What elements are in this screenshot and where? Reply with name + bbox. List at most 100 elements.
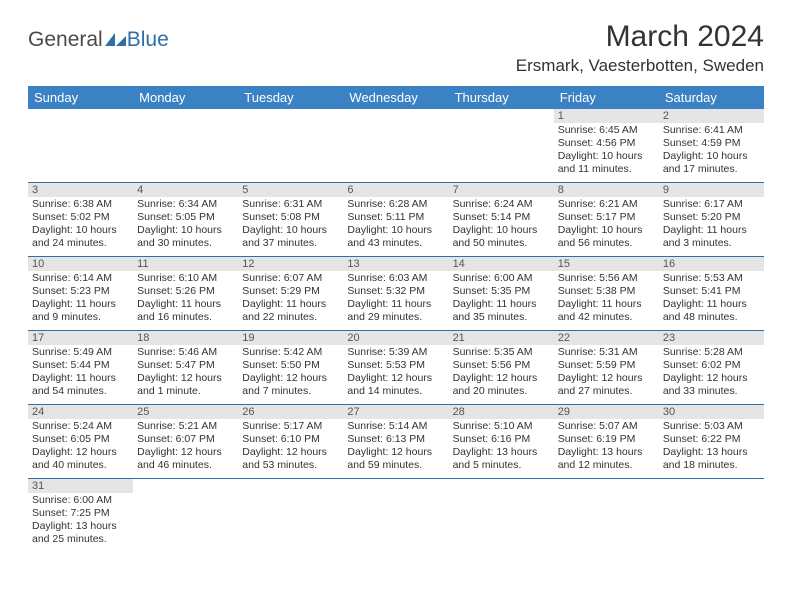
day-number: 27 — [343, 405, 448, 419]
day-info: Sunrise: 5:21 AMSunset: 6:07 PMDaylight:… — [133, 419, 238, 475]
sunrise-text: Sunrise: 6:17 AM — [663, 198, 760, 211]
day-number: 16 — [659, 257, 764, 271]
daylight-text-1: Daylight: 10 hours — [32, 224, 129, 237]
calendar-day-cell: 6Sunrise: 6:28 AMSunset: 5:11 PMDaylight… — [343, 183, 448, 257]
weekday-header-row: SundayMondayTuesdayWednesdayThursdayFrid… — [28, 86, 764, 109]
calendar-day-cell: 3Sunrise: 6:38 AMSunset: 5:02 PMDaylight… — [28, 183, 133, 257]
sunrise-text: Sunrise: 6:10 AM — [137, 272, 234, 285]
day-info: Sunrise: 6:34 AMSunset: 5:05 PMDaylight:… — [133, 197, 238, 253]
daylight-text-1: Daylight: 11 hours — [32, 298, 129, 311]
calendar-day-cell: 14Sunrise: 6:00 AMSunset: 5:35 PMDayligh… — [449, 257, 554, 331]
daylight-text-2: and 1 minute. — [137, 385, 234, 398]
calendar-day-cell — [659, 479, 764, 553]
calendar-table: SundayMondayTuesdayWednesdayThursdayFrid… — [28, 86, 764, 552]
daylight-text-1: Daylight: 13 hours — [453, 446, 550, 459]
calendar-day-cell — [449, 479, 554, 553]
daylight-text-2: and 43 minutes. — [347, 237, 444, 250]
sunrise-text: Sunrise: 6:21 AM — [558, 198, 655, 211]
day-info: Sunrise: 6:31 AMSunset: 5:08 PMDaylight:… — [238, 197, 343, 253]
weekday-header: Saturday — [659, 86, 764, 109]
calendar-day-cell: 31Sunrise: 6:00 AMSunset: 7:25 PMDayligh… — [28, 479, 133, 553]
daylight-text-2: and 29 minutes. — [347, 311, 444, 324]
logo-sail-icon — [105, 33, 127, 47]
sunrise-text: Sunrise: 6:00 AM — [453, 272, 550, 285]
day-info: Sunrise: 5:03 AMSunset: 6:22 PMDaylight:… — [659, 419, 764, 475]
calendar-day-cell: 17Sunrise: 5:49 AMSunset: 5:44 PMDayligh… — [28, 331, 133, 405]
calendar-day-cell — [133, 109, 238, 183]
calendar-day-cell: 30Sunrise: 5:03 AMSunset: 6:22 PMDayligh… — [659, 405, 764, 479]
day-number: 7 — [449, 183, 554, 197]
daylight-text-2: and 50 minutes. — [453, 237, 550, 250]
day-info: Sunrise: 6:17 AMSunset: 5:20 PMDaylight:… — [659, 197, 764, 253]
logo: General Blue — [28, 20, 169, 52]
daylight-text-2: and 30 minutes. — [137, 237, 234, 250]
calendar-day-cell — [343, 479, 448, 553]
daylight-text-2: and 3 minutes. — [663, 237, 760, 250]
calendar-day-cell — [554, 479, 659, 553]
day-info: Sunrise: 5:46 AMSunset: 5:47 PMDaylight:… — [133, 345, 238, 401]
sunrise-text: Sunrise: 5:42 AM — [242, 346, 339, 359]
day-number: 24 — [28, 405, 133, 419]
day-number: 22 — [554, 331, 659, 345]
daylight-text-1: Daylight: 12 hours — [663, 372, 760, 385]
daylight-text-2: and 53 minutes. — [242, 459, 339, 472]
day-info: Sunrise: 6:07 AMSunset: 5:29 PMDaylight:… — [238, 271, 343, 327]
daylight-text-2: and 48 minutes. — [663, 311, 760, 324]
day-info: Sunrise: 5:35 AMSunset: 5:56 PMDaylight:… — [449, 345, 554, 401]
calendar-day-cell: 2Sunrise: 6:41 AMSunset: 4:59 PMDaylight… — [659, 109, 764, 183]
sunrise-text: Sunrise: 5:24 AM — [32, 420, 129, 433]
sunrise-text: Sunrise: 6:31 AM — [242, 198, 339, 211]
day-info: Sunrise: 6:03 AMSunset: 5:32 PMDaylight:… — [343, 271, 448, 327]
calendar-day-cell — [28, 109, 133, 183]
sunset-text: Sunset: 6:22 PM — [663, 433, 760, 446]
sunrise-text: Sunrise: 5:28 AM — [663, 346, 760, 359]
sunset-text: Sunset: 5:32 PM — [347, 285, 444, 298]
day-number: 9 — [659, 183, 764, 197]
calendar-week-row: 10Sunrise: 6:14 AMSunset: 5:23 PMDayligh… — [28, 257, 764, 331]
calendar-day-cell: 12Sunrise: 6:07 AMSunset: 5:29 PMDayligh… — [238, 257, 343, 331]
sunrise-text: Sunrise: 5:21 AM — [137, 420, 234, 433]
daylight-text-1: Daylight: 11 hours — [663, 298, 760, 311]
day-number: 5 — [238, 183, 343, 197]
calendar-day-cell: 13Sunrise: 6:03 AMSunset: 5:32 PMDayligh… — [343, 257, 448, 331]
daylight-text-1: Daylight: 11 hours — [558, 298, 655, 311]
sunset-text: Sunset: 5:23 PM — [32, 285, 129, 298]
sunrise-text: Sunrise: 6:14 AM — [32, 272, 129, 285]
daylight-text-1: Daylight: 10 hours — [558, 224, 655, 237]
sunrise-text: Sunrise: 5:10 AM — [453, 420, 550, 433]
day-number: 25 — [133, 405, 238, 419]
weekday-header: Sunday — [28, 86, 133, 109]
sunset-text: Sunset: 4:59 PM — [663, 137, 760, 150]
sunset-text: Sunset: 5:05 PM — [137, 211, 234, 224]
daylight-text-1: Daylight: 11 hours — [32, 372, 129, 385]
daylight-text-2: and 12 minutes. — [558, 459, 655, 472]
daylight-text-1: Daylight: 10 hours — [137, 224, 234, 237]
day-info: Sunrise: 5:28 AMSunset: 6:02 PMDaylight:… — [659, 345, 764, 401]
calendar-day-cell: 24Sunrise: 5:24 AMSunset: 6:05 PMDayligh… — [28, 405, 133, 479]
daylight-text-1: Daylight: 11 hours — [242, 298, 339, 311]
month-title: March 2024 — [516, 20, 764, 54]
calendar-day-cell: 10Sunrise: 6:14 AMSunset: 5:23 PMDayligh… — [28, 257, 133, 331]
sunset-text: Sunset: 5:59 PM — [558, 359, 655, 372]
calendar-day-cell: 7Sunrise: 6:24 AMSunset: 5:14 PMDaylight… — [449, 183, 554, 257]
day-info: Sunrise: 6:00 AMSunset: 5:35 PMDaylight:… — [449, 271, 554, 327]
sunset-text: Sunset: 5:14 PM — [453, 211, 550, 224]
weekday-header: Tuesday — [238, 86, 343, 109]
sunrise-text: Sunrise: 6:00 AM — [32, 494, 129, 507]
daylight-text-2: and 46 minutes. — [137, 459, 234, 472]
daylight-text-2: and 18 minutes. — [663, 459, 760, 472]
sunrise-text: Sunrise: 6:38 AM — [32, 198, 129, 211]
daylight-text-2: and 24 minutes. — [32, 237, 129, 250]
day-number: 11 — [133, 257, 238, 271]
calendar-day-cell — [343, 109, 448, 183]
sunset-text: Sunset: 5:41 PM — [663, 285, 760, 298]
day-number: 1 — [554, 109, 659, 123]
sunset-text: Sunset: 6:05 PM — [32, 433, 129, 446]
sunrise-text: Sunrise: 6:24 AM — [453, 198, 550, 211]
day-number: 14 — [449, 257, 554, 271]
calendar-day-cell: 5Sunrise: 6:31 AMSunset: 5:08 PMDaylight… — [238, 183, 343, 257]
calendar-day-cell: 28Sunrise: 5:10 AMSunset: 6:16 PMDayligh… — [449, 405, 554, 479]
sunrise-text: Sunrise: 5:53 AM — [663, 272, 760, 285]
sunrise-text: Sunrise: 5:14 AM — [347, 420, 444, 433]
calendar-day-cell: 11Sunrise: 6:10 AMSunset: 5:26 PMDayligh… — [133, 257, 238, 331]
